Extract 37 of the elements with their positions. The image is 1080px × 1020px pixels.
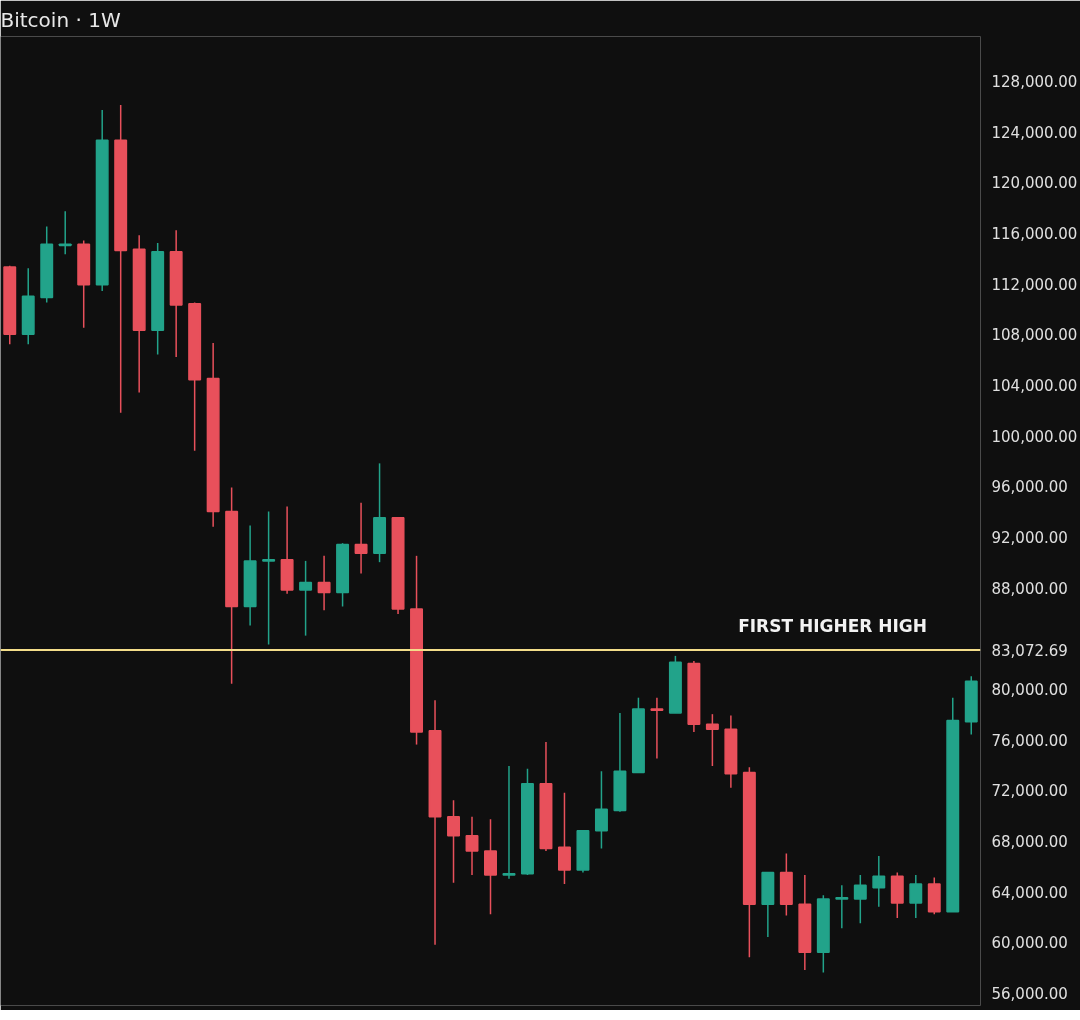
y-tick-label: 100,000.00	[991, 427, 1078, 446]
candlestick	[447, 799, 460, 884]
y-tick-label: 96,000.00	[991, 478, 1068, 497]
candlestick	[354, 501, 368, 575]
y-tick-label: 120,000.00	[991, 174, 1078, 193]
y-tick-label: 80,000.00	[991, 680, 1068, 699]
candlestick	[872, 855, 886, 908]
y-tick-label: 76,000.00	[991, 731, 1068, 750]
candlestick	[853, 874, 867, 924]
candlestick	[557, 791, 571, 885]
y-tick-label: 68,000.00	[991, 832, 1068, 851]
candlestick	[299, 560, 313, 637]
y-tick-label: 83,072.69	[991, 641, 1068, 660]
y-tick-label: 128,000.00	[991, 72, 1078, 91]
candlestick	[835, 884, 849, 929]
y-tick-label: 64,000.00	[991, 883, 1068, 902]
candlestick	[650, 696, 664, 760]
candlestick	[58, 210, 72, 256]
y-tick-label: 104,000.00	[991, 376, 1078, 395]
y-tick-label: 60,000.00	[991, 934, 1068, 953]
y-tick-label: 112,000.00	[991, 275, 1078, 294]
ref-line-label: FIRST HIGHER HIGH	[738, 615, 928, 636]
y-tick-label: 116,000.00	[991, 224, 1078, 243]
candlestick	[317, 555, 331, 612]
candlestick	[262, 510, 276, 646]
y-tick-label: 124,000.00	[991, 123, 1078, 142]
y-tick-label: 88,000.00	[991, 579, 1068, 598]
candlestick	[465, 816, 479, 876]
y-tick-label: 72,000.00	[991, 782, 1068, 801]
y-tick-label: 56,000.00	[991, 984, 1068, 1003]
candlestick	[705, 713, 719, 767]
candlestick	[909, 874, 923, 919]
y-tick-label: 92,000.00	[991, 528, 1068, 547]
chart-title: Bitcoin · 1W	[0, 7, 121, 32]
y-tick-label: 108,000.00	[991, 326, 1078, 345]
candlestick	[502, 765, 516, 880]
candlestick	[594, 770, 608, 850]
